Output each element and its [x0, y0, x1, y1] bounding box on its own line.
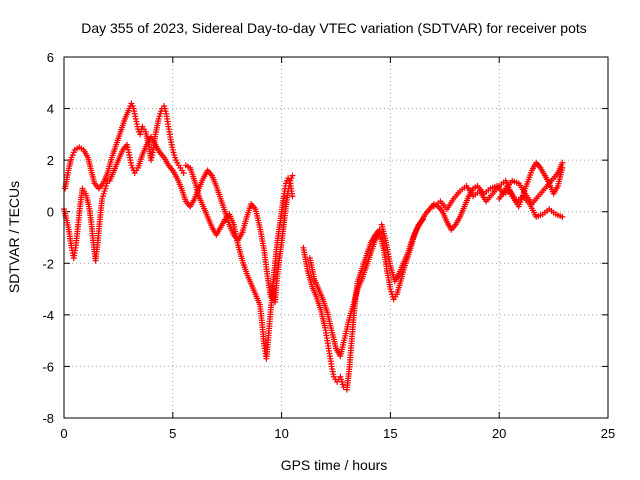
x-tick-label: 5 [169, 426, 176, 441]
x-axis-label: GPS time / hours [281, 457, 388, 473]
series-track-7 [378, 182, 566, 285]
y-tick-label: 4 [47, 102, 54, 117]
data-point [559, 213, 566, 220]
x-tick-label: 0 [60, 426, 67, 441]
series-track-4 [182, 162, 296, 362]
y-tick-label: 6 [47, 50, 54, 65]
y-tick-label: 0 [47, 205, 54, 220]
y-axis-label: SDTVAR / TECUs [6, 181, 22, 293]
x-tick-labels: 0 5 10 15 20 25 [60, 426, 615, 441]
data-point [289, 193, 296, 200]
series-track-3 [106, 133, 296, 300]
data-point [289, 172, 296, 179]
x-tick-label: 15 [383, 426, 397, 441]
chart-title: Day 355 of 2023, Sidereal Day-to-day VTE… [81, 20, 587, 36]
y-tick-labels: -8 -6 -4 -2 0 2 4 6 [42, 50, 54, 426]
x-tick-label: 20 [492, 426, 506, 441]
y-tick-label: -2 [42, 256, 54, 271]
y-tick-label: -4 [42, 308, 54, 323]
data-point [559, 159, 566, 166]
series-track-5 [300, 226, 383, 393]
y-tick-label: -8 [42, 411, 54, 426]
x-tick-label: 25 [601, 426, 615, 441]
data-point [180, 170, 187, 177]
grid-layer [64, 57, 608, 418]
series-track-2 [62, 100, 187, 192]
y-tick-label: 2 [47, 153, 54, 168]
x-tick-label: 10 [274, 426, 288, 441]
tick-layer [63, 56, 609, 419]
series-track-9 [496, 159, 566, 207]
series-track-1 [61, 177, 111, 264]
y-tick-label: -6 [42, 359, 54, 374]
data-points [61, 100, 566, 393]
plot-frame [63, 56, 609, 419]
